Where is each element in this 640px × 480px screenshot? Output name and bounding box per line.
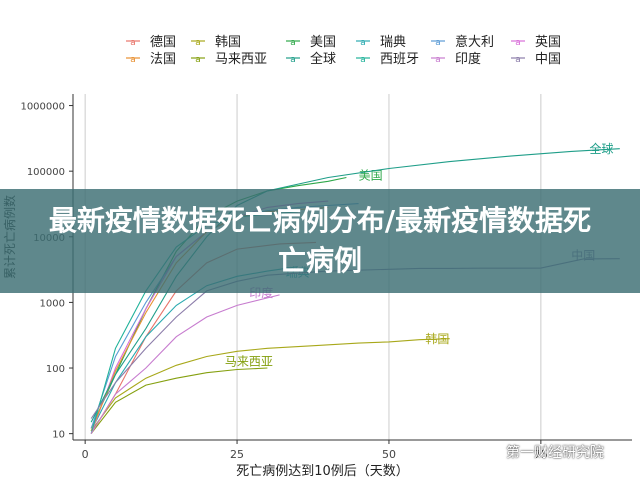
legend-key-glyph: a bbox=[290, 55, 296, 65]
y-tick-label: 1000000 bbox=[20, 102, 65, 113]
y-tick-label: 1000 bbox=[40, 298, 65, 309]
title-banner: 最新疫情数据死亡病例分布/最新疫情数据死亡病例 bbox=[0, 189, 640, 293]
series-label: 马来西亚 bbox=[225, 354, 273, 368]
watermark: 第一财经研究院 bbox=[478, 440, 604, 464]
legend-key-glyph: a bbox=[515, 55, 521, 65]
legend-key-glyph: a bbox=[130, 38, 136, 48]
series-label: 全球 bbox=[589, 141, 613, 156]
legend-key-glyph: a bbox=[435, 55, 441, 65]
legend-entry: 韩国 bbox=[215, 35, 241, 50]
series-line bbox=[90, 367, 268, 434]
legend-key-glyph: a bbox=[360, 38, 366, 48]
legend-entry: 全球 bbox=[310, 51, 336, 67]
legend-key-glyph: a bbox=[360, 55, 366, 65]
series-label: 韩国 bbox=[425, 331, 449, 346]
legend-entry: 中国 bbox=[535, 52, 561, 67]
series-line bbox=[90, 294, 280, 434]
series-line bbox=[90, 338, 450, 432]
legend-key-glyph: a bbox=[290, 38, 296, 48]
x-axis-label: 死亡病例达到10例后（天数） bbox=[236, 464, 409, 479]
banner-title: 最新疫情数据死亡病例分布/最新疫情数据死亡病例 bbox=[48, 204, 592, 277]
legend-entry: 印度 bbox=[455, 51, 481, 67]
x-tick-label: 0 bbox=[82, 448, 89, 461]
legend-entry: 意大利 bbox=[455, 34, 494, 50]
x-tick-label: 75 bbox=[534, 448, 548, 461]
x-tick-label: 25 bbox=[230, 448, 244, 461]
legend-entry: 法国 bbox=[150, 52, 176, 67]
legend-entry: 美国 bbox=[310, 35, 336, 50]
legend-key-glyph: a bbox=[195, 38, 201, 48]
legend-entry: 马来西亚 bbox=[215, 52, 267, 67]
watermark-text: 第一财经研究院 bbox=[506, 445, 604, 461]
legend-key-glyph: a bbox=[515, 38, 521, 48]
legend-entry: 西班牙 bbox=[380, 52, 419, 67]
legend-key-glyph: a bbox=[435, 38, 441, 48]
legend-key-glyph: a bbox=[195, 55, 201, 65]
y-tick-label: 100000 bbox=[27, 167, 65, 178]
x-tick-label: 50 bbox=[382, 448, 396, 461]
legend-entry: 德国 bbox=[150, 35, 176, 50]
legend-key-glyph: a bbox=[130, 55, 136, 65]
legend-entry: 瑞典 bbox=[380, 35, 406, 50]
legend-entry: 英国 bbox=[535, 35, 561, 50]
wechat-logo-icon bbox=[478, 443, 500, 460]
y-tick-label: 10 bbox=[52, 430, 65, 441]
y-tick-label: 100 bbox=[46, 364, 65, 375]
